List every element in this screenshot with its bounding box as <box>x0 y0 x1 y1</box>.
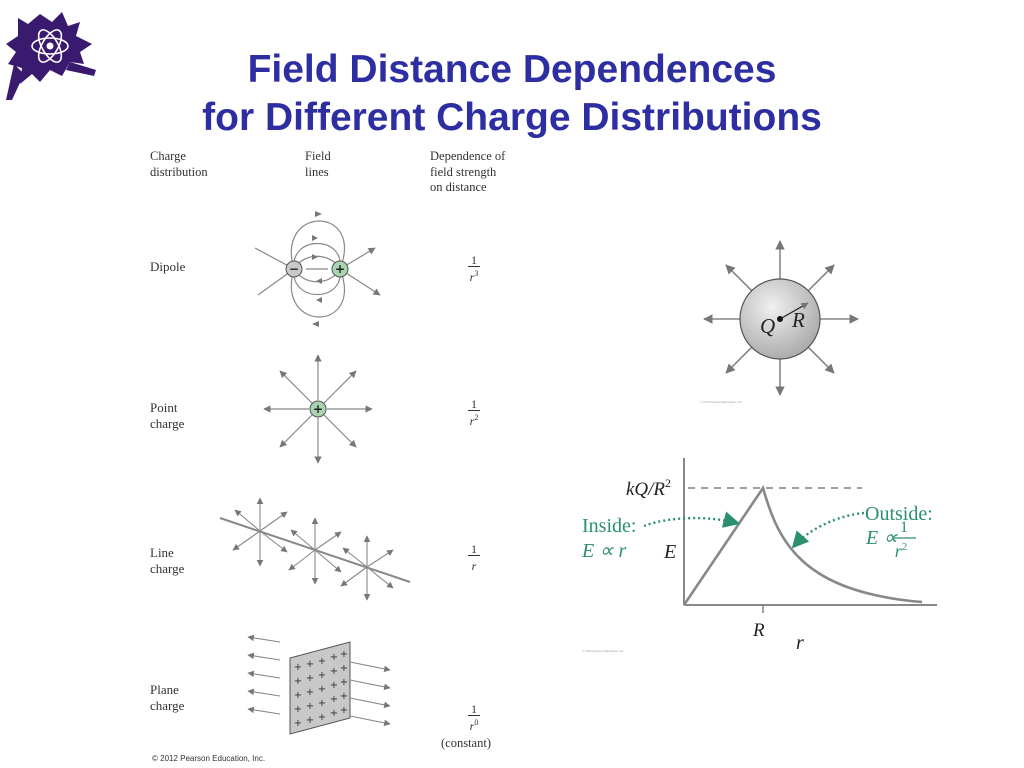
svg-text:+: + <box>294 662 302 673</box>
constant-note: (constant) <box>441 736 491 750</box>
outside-label: Outside: <box>865 503 933 525</box>
slide-title: Field Distance Dependences for Different… <box>0 46 1024 142</box>
svg-text:+: + <box>330 680 338 691</box>
svg-text:+: + <box>306 659 314 670</box>
svg-text:+: + <box>340 691 348 702</box>
inside-label: Inside: <box>582 515 636 537</box>
line-charge-diagram <box>219 497 411 601</box>
row-label-dipole: Dipole <box>150 259 186 274</box>
svg-text:+: + <box>340 705 348 716</box>
svg-text:+: + <box>306 715 314 726</box>
svg-text:+: + <box>330 652 338 663</box>
point-field-line <box>279 370 313 404</box>
svg-text:+: + <box>294 704 302 715</box>
svg-text:+: + <box>294 676 302 687</box>
logo-horned-toad-icon <box>6 12 96 100</box>
svg-text:+: + <box>340 649 348 660</box>
charged-sphere-diagram: Q R <box>703 240 859 396</box>
svg-text:+: + <box>318 712 326 723</box>
y-axis-label: E <box>663 541 676 563</box>
inside-pointer <box>643 511 741 528</box>
dependence-plane-charge: 1 r0 <box>468 702 480 733</box>
dipole-line <box>290 220 346 270</box>
dependence-dipole: 1 r3 <box>468 253 480 284</box>
row-label-line-charge: Line charge <box>150 545 185 576</box>
field-vs-distance-graph: kQ/R2 E R r Inside: E ∝ r Outside: E ∝ 1… <box>581 458 937 654</box>
svg-text:+: + <box>294 718 302 729</box>
title-line-2: for Different Charge Distributions <box>202 96 822 139</box>
svg-text:+: + <box>306 673 314 684</box>
svg-text:+: + <box>318 698 326 709</box>
charged-plane <box>289 641 351 735</box>
graph-credit: © 2012 Pearson Education, Inc. <box>582 649 625 653</box>
dependence-point-charge: 1 r2 <box>468 397 480 428</box>
point-field-line <box>323 370 357 404</box>
sphere-label-r: R <box>791 308 805 332</box>
radius-arrow <box>779 302 809 320</box>
plane-charge-diagram: + + + + + + + + + + + + + + + + + + + + + + + + + <box>247 634 391 735</box>
svg-text:+: + <box>330 694 338 705</box>
header-charge-distribution: Charge distribution <box>150 149 208 179</box>
inside-formula: E ∝ r <box>581 540 627 562</box>
sphere-credit: © 2012 Pearson Education, Inc. <box>700 400 743 404</box>
svg-text:+: + <box>318 656 326 667</box>
row-label-point-charge: Point charge <box>150 400 185 431</box>
x-axis-label: r <box>796 632 804 654</box>
point-charge-diagram: + <box>263 354 373 464</box>
title-line-1: Field Distance Dependences <box>247 48 777 91</box>
positive-charge-icon <box>309 400 327 418</box>
point-field-line <box>279 414 313 448</box>
positive-charge-icon <box>331 260 349 278</box>
dipole-line <box>290 268 346 318</box>
x-tick-label: R <box>752 620 765 641</box>
field-curve <box>682 484 923 606</box>
dependence-line-charge: 1 r <box>459 543 489 573</box>
svg-text:+: + <box>318 684 326 695</box>
svg-text:+: + <box>318 670 326 681</box>
outside-den: r2 <box>895 541 908 561</box>
svg-text:+: + <box>340 677 348 688</box>
svg-text:+: + <box>306 687 314 698</box>
svg-text:+: + <box>294 690 302 701</box>
svg-text:+: + <box>340 663 348 674</box>
row-label-plane-charge: Plane charge <box>150 682 185 713</box>
svg-text:+: + <box>313 402 323 416</box>
y-max-label: kQ/R2 <box>626 476 671 500</box>
dipole-line <box>293 268 341 296</box>
dipole-line <box>293 242 341 270</box>
outside-formula: E ∝ <box>865 527 898 549</box>
negative-charge-icon <box>285 260 303 278</box>
dipole-field-diagram: − + <box>254 211 381 327</box>
header-dependence: Dependence of field strength on distance <box>430 149 506 194</box>
svg-text:+: + <box>306 701 314 712</box>
sphere-label-q: Q <box>760 314 775 338</box>
outside-pointer <box>791 511 865 549</box>
svg-text:−: − <box>289 262 299 276</box>
header-field-lines: Field lines <box>305 149 331 179</box>
svg-text:+: + <box>330 666 338 677</box>
copyright-table: © 2012 Pearson Education, Inc. <box>152 754 266 763</box>
point-field-line <box>323 414 357 448</box>
svg-text:+: + <box>330 708 338 719</box>
outside-num: 1 <box>900 519 908 536</box>
svg-text:+: + <box>335 262 345 276</box>
